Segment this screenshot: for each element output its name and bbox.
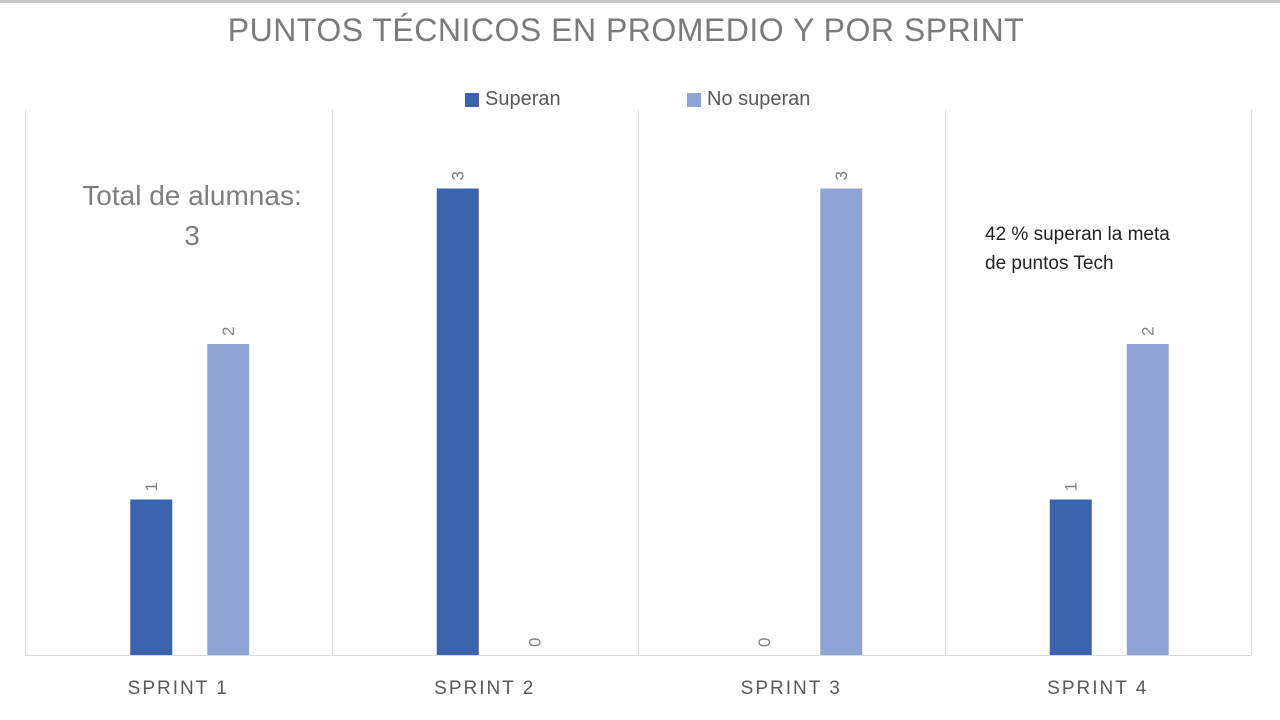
x-tick-label: SPRINT 1 [128, 678, 229, 699]
legend-item-superan: Superan [465, 88, 561, 111]
legend-label-superan: Superan [485, 88, 561, 110]
bar [436, 188, 479, 655]
total-students-note: Total de alumnas: 3 [40, 176, 344, 256]
legend: Superan No superan [0, 88, 1280, 114]
bar [1049, 499, 1092, 655]
total-students-value: 3 [184, 220, 200, 251]
data-label: 1 [142, 482, 161, 491]
bar [820, 188, 863, 655]
legend-swatch-no-superan [687, 92, 701, 107]
chart-title: PUNTOS TÉCNICOS EN PROMEDIO Y POR SPRINT [227, 12, 1025, 48]
legend-item-no-superan: No superan [687, 88, 810, 111]
data-label: 2 [219, 327, 238, 336]
bar [207, 344, 250, 655]
top-border [0, 0, 1280, 3]
data-label: 0 [755, 638, 774, 647]
total-students-label: Total de alumnas: [82, 180, 302, 211]
goal-note: 42 % superan la meta de puntos Tech [985, 220, 1225, 278]
data-label: 3 [448, 171, 467, 180]
x-tick-label: SPRINT 3 [741, 678, 842, 699]
data-label: 2 [1138, 327, 1157, 336]
bar [1126, 344, 1169, 655]
goal-note-line-1: 42 % superan la meta [985, 224, 1170, 245]
goal-note-line-2: de puntos Tech [985, 253, 1114, 274]
data-label: 1 [1061, 482, 1080, 491]
x-tick-label: SPRINT 2 [434, 678, 535, 699]
data-label: 3 [832, 171, 851, 180]
bar [130, 499, 173, 655]
legend-label-no-superan: No superan [707, 88, 811, 110]
legend-swatch-superan [465, 92, 479, 107]
data-label: 0 [525, 638, 544, 647]
x-tick-label: SPRINT 4 [1047, 678, 1148, 699]
